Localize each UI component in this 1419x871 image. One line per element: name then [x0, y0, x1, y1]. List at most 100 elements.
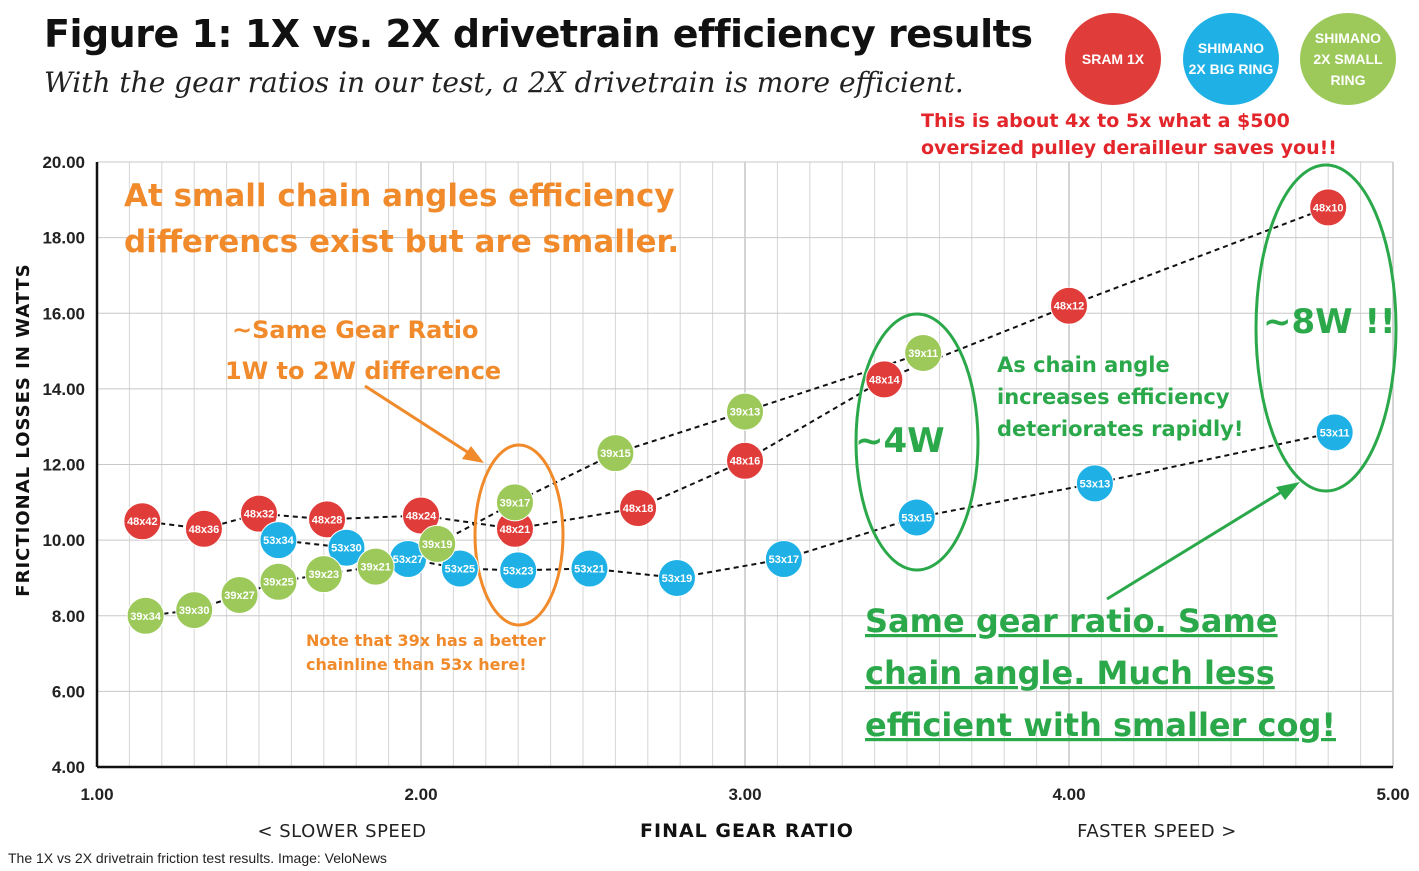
image-caption: The 1X vs 2X drivetrain friction test re… [8, 850, 387, 866]
data-point [499, 551, 538, 590]
data-point [726, 392, 764, 431]
x-tick-label: 1.00 [80, 785, 113, 804]
arrow-head-green [1276, 482, 1300, 500]
axis-labels: 4.00 6.00 8.00 10.00 12.00 14.00 16.00 18.00 20.… [13, 153, 1410, 842]
annotation-chain-angle-1: As chain angle [997, 353, 1170, 377]
data-point-label: 48x36 [189, 524, 220, 536]
legend-shimano-small-ring: SHIMANO 2X SMALL RING [1300, 13, 1396, 105]
y-tick-label: 10.00 [42, 531, 85, 550]
data-point-label: 53x17 [769, 554, 800, 566]
annotation-overlays [364, 163, 1398, 627]
x-tick-label: 3.00 [728, 785, 761, 804]
data-point-label: 48x16 [730, 456, 761, 468]
x-tick-label: 4.00 [1052, 785, 1085, 804]
data-point-label: 39x34 [130, 611, 161, 623]
data-point [865, 360, 904, 399]
trend-line [142, 206, 1329, 530]
data-point-label: 39x25 [263, 577, 294, 589]
data-point [596, 434, 635, 473]
annotation-chain-angle-3: deteriorates rapidly! [997, 417, 1243, 441]
data-point-label: 39x30 [179, 605, 210, 617]
data-point [184, 509, 223, 548]
annotation-same-gear-1: Same gear ratio. Same [865, 602, 1278, 640]
data-point-label: 53x34 [263, 535, 294, 547]
data-point-label: 48x10 [1313, 202, 1344, 214]
data-point-label: 39x15 [600, 448, 631, 460]
data-point [308, 500, 347, 539]
data-points: 48x42 48x36 48x32 48x28 48x24 48x21 48x18 48x16… [123, 188, 1354, 635]
annotation-note-1: Note that 39x has a better [306, 631, 546, 650]
data-point-label: 39x23 [309, 569, 340, 581]
data-point-label: 53x21 [574, 563, 605, 575]
x-tick-label: 2.00 [404, 785, 437, 804]
data-point [259, 521, 298, 560]
highlight-ellipse-green-8w [1254, 163, 1398, 493]
data-point-label: 53x19 [662, 573, 693, 585]
data-point-label: 53x15 [901, 512, 932, 524]
data-point-label: 48x42 [127, 516, 158, 528]
data-point [1075, 464, 1114, 503]
data-point-label: 53x25 [445, 563, 476, 575]
x-tick-label: 5.00 [1376, 785, 1409, 804]
legend-label: SHIMANO [1197, 40, 1265, 56]
data-point [1315, 413, 1354, 452]
data-point [1050, 286, 1088, 325]
grid-lines [96, 161, 1394, 768]
annotation-small-angles-2: differencs exist but are smaller. [124, 224, 679, 260]
data-point [220, 575, 259, 614]
data-point [356, 547, 395, 586]
data-point [175, 591, 214, 630]
data-point-label: 53x30 [331, 543, 362, 555]
data-point-label: 53x11 [1320, 427, 1350, 439]
highlight-ellipse-green-4w [854, 312, 980, 572]
data-point-label: 39x11 [908, 348, 938, 360]
data-point-label: 48x28 [312, 514, 343, 526]
annotation-same-gear-2: chain angle. Much less [865, 654, 1275, 692]
data-point-label: 39x17 [500, 497, 531, 509]
data-point [897, 498, 936, 537]
data-point [764, 540, 803, 579]
y-axis-title: FRICTIONAL LOSSES IN WATTS [13, 263, 34, 596]
data-point [570, 549, 609, 588]
data-point-label: 48x24 [406, 511, 437, 523]
y-tick-label: 14.00 [42, 380, 85, 399]
annotation-same-gear-3: efficient with smaller cog! [865, 706, 1336, 744]
data-point [657, 558, 696, 597]
arrow-line-green [1106, 489, 1284, 601]
annotation-chain-angle-2: increases efficiency [997, 385, 1230, 409]
legend-shimano-big-ring: SHIMANO 2X BIG RING [1183, 13, 1279, 105]
chart-subtitle: With the gear ratios in our test, a 2X d… [44, 66, 964, 99]
annotation-note-2: chainline than 53x here! [306, 655, 527, 674]
data-point-label: 48x18 [623, 503, 654, 515]
data-point-label: 48x14 [869, 374, 900, 386]
data-point-label: 39x19 [422, 539, 453, 551]
data-point-label: 48x32 [244, 509, 275, 521]
data-point-label: 48x12 [1054, 301, 1085, 313]
highlight-ellipse-orange [473, 443, 565, 627]
legend-label: RING [1330, 71, 1366, 88]
data-point [327, 528, 366, 567]
data-point [726, 441, 764, 480]
legend-sram-1x: SRAM 1X [1065, 13, 1161, 105]
annotation-same-ratio-2: 1W to 2W difference [225, 357, 501, 385]
data-point [304, 555, 343, 594]
y-tick-label: 4.00 [52, 758, 85, 777]
data-point-label: 39x27 [224, 590, 255, 602]
annotation-4w: ~4W [855, 421, 945, 461]
arrow-head-orange [462, 446, 484, 463]
arrow-line-orange [364, 384, 473, 457]
x-axis-title: FINAL GEAR RATIO [640, 820, 854, 842]
x-axis-left-label: < SLOWER SPEED [257, 821, 426, 842]
data-point-label: 48x21 [500, 524, 531, 536]
annotation-pulley-1: This is about 4x to 5x what a $500 [921, 110, 1290, 132]
y-tick-label: 20.00 [42, 153, 85, 172]
data-point [1309, 188, 1348, 227]
y-tick-label: 18.00 [42, 229, 85, 248]
legend-label: 2X BIG RING [1188, 61, 1274, 77]
data-point-label: 39x13 [730, 407, 761, 419]
y-tick-label: 6.00 [52, 682, 85, 701]
data-point-label: 53x23 [503, 565, 534, 577]
x-axis-right-label: FASTER SPEED > [1077, 821, 1237, 842]
annotation-same-ratio-1: ~Same Gear Ratio [232, 316, 478, 344]
